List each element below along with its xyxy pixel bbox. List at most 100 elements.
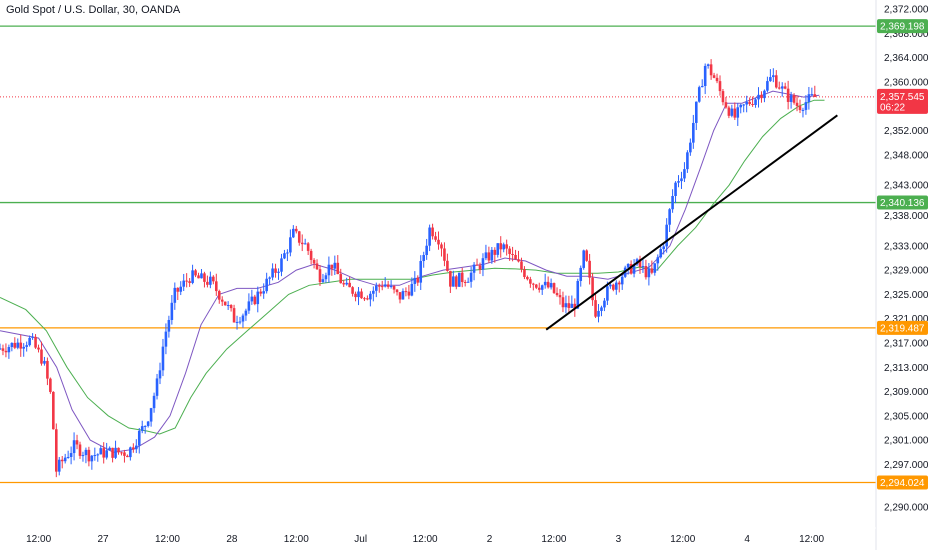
candle-body bbox=[697, 87, 701, 102]
candle-body bbox=[226, 305, 230, 307]
candle-body bbox=[214, 281, 218, 292]
candle-body bbox=[603, 300, 606, 308]
candle-body bbox=[369, 293, 372, 300]
candle-body bbox=[206, 281, 209, 285]
candle-body bbox=[555, 292, 559, 296]
candle-body bbox=[617, 282, 621, 285]
y-tick-label: 2,338.000 bbox=[884, 211, 929, 222]
support-upper-badge bbox=[877, 320, 928, 335]
candle-body bbox=[751, 103, 754, 105]
candle-body bbox=[718, 81, 722, 92]
candle-body bbox=[345, 282, 348, 285]
candle-body bbox=[549, 283, 553, 288]
time-axis[interactable]: 12:00 27 12:00 28 12:00 Jul 12:00 2 12:00 3 12:00 4… bbox=[0, 527, 876, 545]
candle-body bbox=[537, 287, 541, 290]
candle-body bbox=[573, 303, 577, 309]
candle-body bbox=[170, 302, 174, 320]
candle-body bbox=[87, 449, 91, 462]
candle-body bbox=[256, 291, 260, 305]
candle-body bbox=[739, 104, 743, 108]
price-axis[interactable]: 2,372.000 2,368.000 2,364.000 2,360.000 2,35… bbox=[875, 0, 932, 550]
candle-body bbox=[339, 274, 343, 284]
candle-body bbox=[78, 444, 82, 456]
candle-body bbox=[37, 347, 40, 350]
resistance-mid-badge bbox=[877, 195, 928, 210]
candle-body bbox=[377, 285, 381, 287]
candle-body bbox=[493, 249, 497, 255]
y-tick-label: 2,305.000 bbox=[884, 411, 929, 422]
candle-body bbox=[526, 276, 529, 280]
trendline[interactable] bbox=[545, 114, 838, 331]
candle-body bbox=[795, 102, 799, 107]
candle-body bbox=[286, 252, 289, 254]
candle-body bbox=[481, 258, 485, 270]
candle-body bbox=[511, 253, 514, 255]
candle-body bbox=[57, 459, 61, 472]
candle-body bbox=[392, 286, 396, 290]
candle-body bbox=[140, 426, 144, 431]
candle-body bbox=[422, 255, 426, 262]
candle-body bbox=[715, 77, 719, 82]
candle-body bbox=[683, 169, 686, 179]
trendline-layer[interactable] bbox=[545, 114, 838, 331]
candle-body bbox=[223, 301, 227, 306]
candle-body bbox=[146, 421, 150, 426]
candle-body bbox=[265, 278, 268, 292]
candle-body bbox=[238, 321, 242, 323]
candle-body bbox=[197, 275, 200, 279]
candle-body bbox=[13, 342, 17, 348]
candle-body bbox=[155, 378, 159, 396]
candle-body bbox=[644, 266, 648, 278]
candle-body bbox=[99, 448, 103, 455]
candle-body bbox=[727, 107, 731, 116]
candle-body bbox=[754, 99, 757, 105]
candle-body bbox=[650, 268, 654, 273]
candle-body bbox=[200, 273, 203, 279]
y-tick-label: 2,290.000 bbox=[884, 502, 929, 513]
candle-body bbox=[443, 248, 446, 261]
candle-body bbox=[134, 445, 138, 450]
candle-body bbox=[297, 231, 301, 243]
y-tick-label: 2,325.000 bbox=[884, 290, 929, 301]
candle-body bbox=[63, 457, 67, 462]
candle-body bbox=[721, 91, 725, 103]
y-tick-label: 2,313.000 bbox=[884, 363, 929, 374]
candle-body bbox=[312, 259, 316, 264]
candle-body bbox=[505, 244, 508, 249]
candle-body bbox=[268, 277, 271, 279]
candle-body bbox=[579, 267, 583, 281]
candle-body bbox=[185, 280, 188, 282]
candle-body bbox=[576, 280, 580, 309]
x-tick-label: 12:00 bbox=[413, 534, 438, 545]
current-price-badge bbox=[877, 88, 928, 114]
candle-body bbox=[324, 275, 328, 280]
candle-body bbox=[523, 269, 526, 277]
candle-body bbox=[730, 108, 734, 116]
candle-body bbox=[84, 449, 88, 456]
candle-body bbox=[472, 264, 476, 273]
candle-body bbox=[600, 307, 603, 311]
candle-body bbox=[114, 447, 117, 458]
candle-body bbox=[514, 254, 517, 260]
candle-body bbox=[244, 310, 248, 316]
candle-body bbox=[789, 95, 793, 102]
candle-body bbox=[612, 284, 615, 290]
candle-body bbox=[463, 281, 467, 283]
candle-body bbox=[742, 104, 745, 106]
candle-body bbox=[692, 122, 695, 143]
candle-body bbox=[440, 244, 443, 249]
candle-body bbox=[783, 86, 787, 89]
candle-body bbox=[748, 101, 751, 104]
candle-body bbox=[478, 265, 482, 270]
candle-body bbox=[502, 244, 505, 250]
candle-body bbox=[540, 285, 544, 290]
candle-body bbox=[466, 281, 470, 283]
x-tick-label: 12:00 bbox=[155, 534, 180, 545]
candle-body bbox=[49, 378, 52, 392]
candle-body bbox=[280, 258, 283, 272]
candle-body bbox=[774, 75, 778, 88]
candle-body bbox=[191, 270, 194, 283]
candle-body bbox=[760, 94, 763, 99]
